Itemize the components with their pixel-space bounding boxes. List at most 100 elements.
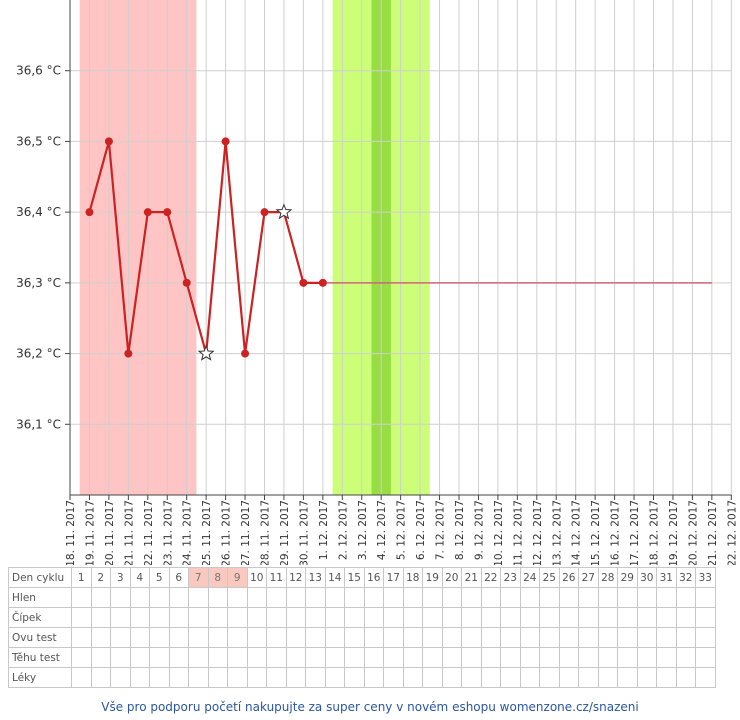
table-cell [285,667,306,688]
table-cell [129,587,150,608]
table-cell [636,607,657,628]
x-tick-label: 18. 11. 2017 [65,500,77,565]
table-cell [480,587,501,608]
cycle-day-cell: 28 [597,567,618,588]
table-cell [324,647,345,668]
table-cell [207,607,228,628]
table-cell [695,667,716,688]
x-tick-label: 21. 12. 2017 [707,500,719,565]
table-cell [558,607,579,628]
row-label: Těhu test [8,647,72,668]
cycle-day-cell: 7 [188,567,209,588]
table-cell [363,587,384,608]
table-cell [422,667,443,688]
x-tick-label: 4. 12. 2017 [376,500,388,560]
table-cell [285,587,306,608]
cycle-day-cell: 21 [461,567,482,588]
table-row: Den cyklu 1 2 3 4 5 6 7 8 9 10 11 12 13 14 15 16 17 18 19 20… [8,567,716,588]
x-tick-label: 19. 12. 2017 [668,500,680,565]
x-tick-label: 16. 12. 2017 [610,500,622,565]
table-cell [539,587,560,608]
table-cell [363,667,384,688]
table-cell [519,627,540,648]
cycle-bands [79,0,430,495]
chart-grid [70,0,732,495]
table-cell [305,607,326,628]
table-cell [656,627,677,648]
table-cell [636,667,657,688]
table-cell [441,667,462,688]
table-cell [188,587,209,608]
table-cell [246,587,267,608]
y-tick-label: 36,3 °C [16,276,61,290]
table-cell [129,627,150,648]
table-cell [246,647,267,668]
table-cell [480,627,501,648]
table-cell [656,607,677,628]
promo-link[interactable]: Vše pro podporu početí nakupujte za supe… [101,700,639,714]
table-row: Hlen [8,587,716,608]
cycle-day-cell: 15 [344,567,365,588]
table-cell [675,647,696,668]
temperature-point [85,208,94,217]
temperature-point [163,208,172,217]
table-cell [422,587,443,608]
table-cell [617,627,638,648]
table-cell [675,587,696,608]
y-tick-label: 36,2 °C [16,347,61,361]
chart-axes [65,0,732,500]
table-cell [636,647,657,668]
table-cell [266,647,287,668]
table-cell [110,627,131,648]
x-tick-label: 10. 12. 2017 [493,500,505,565]
table-row: Těhu test [8,647,716,668]
x-tick-label: 20. 12. 2017 [687,500,699,565]
table-cell [402,587,423,608]
cycle-day-cell: 8 [207,567,228,588]
table-cell [675,607,696,628]
x-tick-label: 13. 12. 2017 [551,500,563,565]
table-cell [305,587,326,608]
table-cell [597,667,618,688]
cycle-band-0 [79,0,197,495]
table-cell [695,587,716,608]
table-cell [480,607,501,628]
table-cell [207,647,228,668]
x-tick-label: 14. 12. 2017 [571,500,583,565]
table-cell [227,667,248,688]
table-cell [188,607,209,628]
table-cell [71,627,92,648]
cycle-day-cell: 13 [305,567,326,588]
x-tick-label: 11. 12. 2017 [512,500,524,565]
cycle-day-cell: 14 [324,567,345,588]
table-cell [578,607,599,628]
table-cell [90,627,111,648]
table-cell [558,667,579,688]
table-cell [480,667,501,688]
x-tick-label: 26. 11. 2017 [221,500,233,565]
table-cell [149,647,170,668]
table-cell [188,627,209,648]
table-cell [227,607,248,628]
bbt-chart: 36,1 °C 36,2 °C 36,3 °C 36,4 °C 36,5 °C 36,6 … [16,0,738,565]
y-tick-label: 36,6 °C [16,64,61,78]
table-cell [90,647,111,668]
table-cell [539,607,560,628]
row-label: Hlen [8,587,72,608]
table-cell [149,607,170,628]
cycle-day-cell: 3 [110,567,131,588]
y-tick-label: 36,1 °C [16,417,61,431]
table-cell [266,587,287,608]
x-tick-label: 29. 11. 2017 [279,500,291,565]
temperature-point-star [197,344,215,361]
cycle-day-cell: 30 [636,567,657,588]
cycle-day-cell: 16 [363,567,384,588]
table-cell [578,667,599,688]
table-cell [305,627,326,648]
x-tick-label: 15. 12. 2017 [590,500,602,565]
x-tick-label: 18. 12. 2017 [649,500,661,565]
table-cell [383,647,404,668]
table-cell [305,647,326,668]
row-label-den-cyklu: Den cyklu [8,567,72,588]
table-cell [305,667,326,688]
